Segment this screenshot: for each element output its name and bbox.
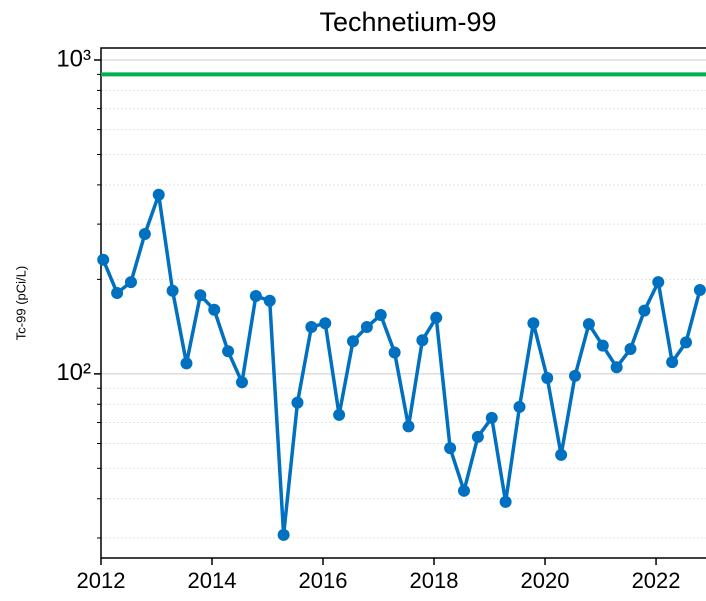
data-point [499,495,512,508]
data-point [360,321,373,334]
data-point [346,335,359,348]
data-point [263,294,276,307]
y-tick-label: 10² [56,359,91,386]
x-tick-label: 2012 [77,568,126,593]
data-point [152,188,165,201]
data-point [333,408,346,421]
data-point [569,369,582,382]
data-point [596,339,609,352]
data-point [582,318,595,331]
data-point [166,284,179,297]
data-point [249,290,262,303]
data-point [680,336,693,349]
data-point [180,357,193,370]
data-point [652,276,665,289]
data-point [97,253,110,266]
data-point [555,448,568,461]
data-point [444,442,457,455]
data-point [541,372,554,385]
y-axis-label: Tc-99 (pCi/L) [13,266,28,340]
x-tick-label: 2022 [632,568,681,593]
data-point [388,346,401,359]
data-point [624,343,637,356]
data-point [222,345,235,358]
chart-title: Technetium-99 [319,7,496,37]
data-point [471,430,484,443]
data-point [277,528,290,541]
data-point [430,311,443,324]
data-point [319,317,332,330]
data-point [235,376,248,389]
x-tick-label: 2020 [521,568,570,593]
data-point [194,289,207,302]
y-tick-label: 10³ [56,45,91,72]
data-point [693,284,706,297]
axis-frame [100,47,706,559]
data-point [402,420,415,433]
data-point [666,356,679,369]
data-point [527,317,540,330]
data-point [111,286,124,299]
data-point [458,484,470,497]
data-point [208,303,221,316]
data-point [485,411,498,424]
series-line [101,193,702,537]
data-point [610,361,623,374]
x-tick-label: 2018 [410,568,459,593]
data-point [291,396,304,409]
data-point [374,309,387,322]
x-tick-label: 2014 [188,568,237,593]
data-point [513,400,526,413]
data-point [138,227,151,240]
data-point [124,276,137,289]
data-point [638,304,651,317]
data-point [416,334,429,347]
data-point [305,321,318,334]
x-tick-label: 2016 [299,568,348,593]
